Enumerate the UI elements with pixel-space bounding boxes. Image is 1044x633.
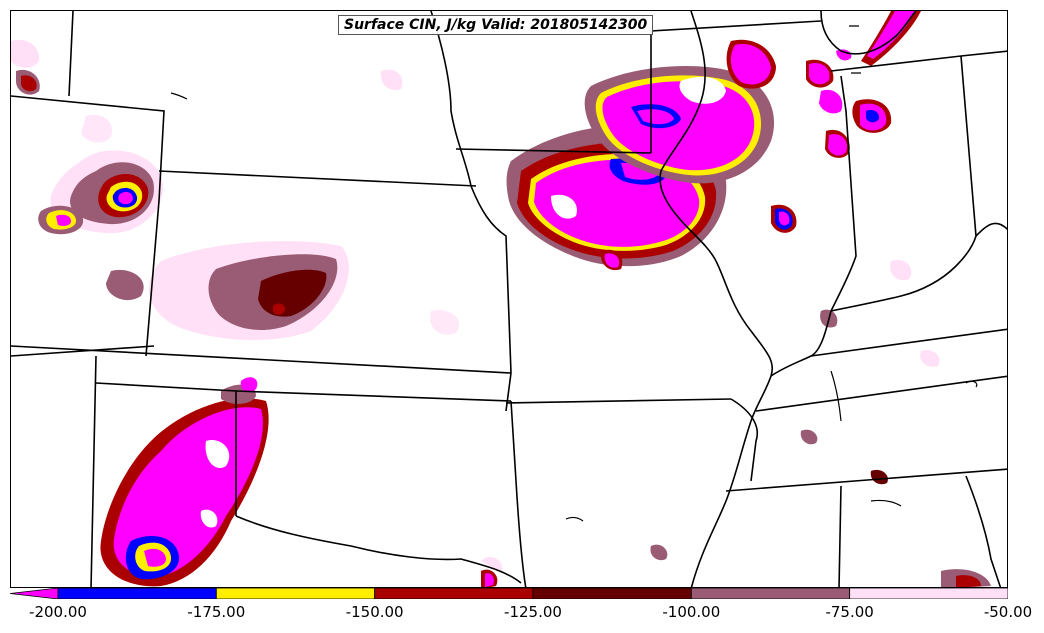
colorbar-tick-label: -125.00 xyxy=(504,603,562,621)
cin-region-new-mexico xyxy=(100,377,498,587)
cin-region-colorado xyxy=(106,241,349,341)
map-canvas xyxy=(11,11,1007,587)
state-boundaries xyxy=(11,11,1007,587)
colorbar-bin xyxy=(532,588,692,599)
colorbar-bin xyxy=(215,588,376,599)
colorbar-tick-label: -200.00 xyxy=(29,603,87,621)
cin-region-midwest xyxy=(506,39,892,271)
cin-map xyxy=(10,10,1008,588)
cin-region-utah xyxy=(38,114,163,235)
map-title: Surface CIN, J/kg Valid: 201805142300 xyxy=(338,15,654,35)
colorbar-bin xyxy=(57,588,217,599)
colorbar-tick-label: -175.00 xyxy=(187,603,246,621)
colorbar xyxy=(10,588,1008,599)
colorbar-tick-label: -50.00 xyxy=(983,603,1033,621)
colorbar-tick-label: -75.00 xyxy=(825,603,874,621)
colorbar-bin xyxy=(690,588,851,599)
colorbar-bin xyxy=(849,588,1008,599)
colorbar-svg xyxy=(10,588,1008,599)
lake-outlines xyxy=(170,25,978,522)
colorbar-tick-label: -100.00 xyxy=(662,603,721,621)
colorbar-tick-label: -150.00 xyxy=(345,603,404,621)
cin-speckles xyxy=(11,39,991,587)
cin-fields xyxy=(11,11,991,587)
colorbar-under-arrow xyxy=(10,588,59,599)
colorbar-bin xyxy=(374,588,534,599)
